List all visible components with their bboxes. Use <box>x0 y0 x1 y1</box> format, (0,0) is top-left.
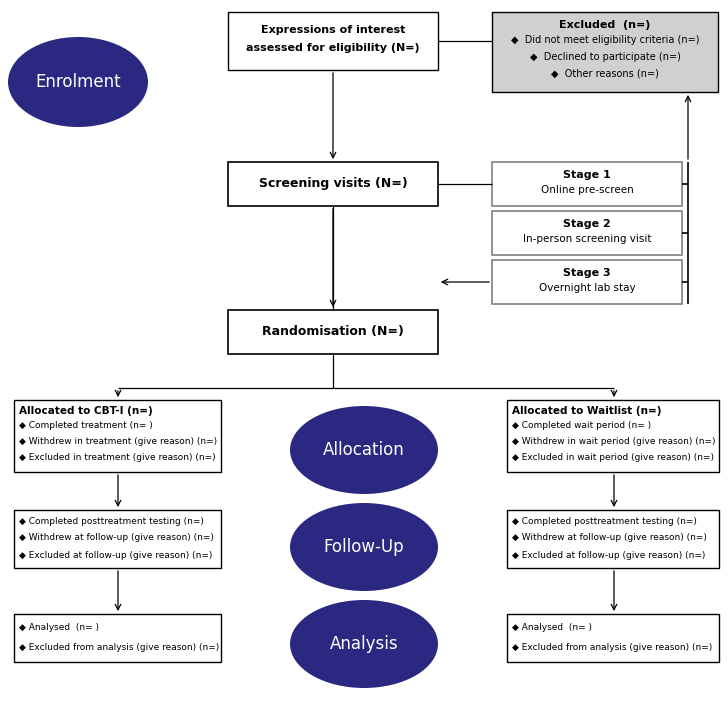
Text: ◆ Completed posttreatment testing (n=): ◆ Completed posttreatment testing (n=) <box>19 516 204 526</box>
Bar <box>14 400 221 472</box>
Text: ◆ Completed treatment (n= ): ◆ Completed treatment (n= ) <box>19 420 153 430</box>
Text: Screening visits (N=): Screening visits (N=) <box>258 178 408 190</box>
Text: ◆ Withdrew at follow-up (give reason) (n=): ◆ Withdrew at follow-up (give reason) (n… <box>512 533 707 543</box>
Text: ◆ Analysed  (n= ): ◆ Analysed (n= ) <box>512 622 592 632</box>
Bar <box>228 310 438 354</box>
Bar <box>492 12 718 92</box>
Text: ◆ Completed wait period (n= ): ◆ Completed wait period (n= ) <box>512 420 651 430</box>
Text: ◆ Withdrew in treatment (give reason) (n=): ◆ Withdrew in treatment (give reason) (n… <box>19 437 217 445</box>
Bar <box>228 12 438 70</box>
Text: Follow-Up: Follow-Up <box>324 538 404 556</box>
Text: In-person screening visit: In-person screening visit <box>523 234 652 244</box>
Text: Enrolment: Enrolment <box>35 73 121 91</box>
Ellipse shape <box>290 503 438 591</box>
Text: ◆ Excluded in treatment (give reason) (n=): ◆ Excluded in treatment (give reason) (n… <box>19 453 215 462</box>
Text: Overnight lab stay: Overnight lab stay <box>539 283 636 293</box>
Bar <box>14 510 221 568</box>
Text: Online pre-screen: Online pre-screen <box>541 185 633 195</box>
Text: ◆ Excluded at follow-up (give reason) (n=): ◆ Excluded at follow-up (give reason) (n… <box>19 551 213 559</box>
Ellipse shape <box>290 600 438 688</box>
Text: Allocated to Waitlist (n=): Allocated to Waitlist (n=) <box>512 406 662 416</box>
Text: Randomisation (N=): Randomisation (N=) <box>262 326 404 339</box>
Bar <box>507 510 719 568</box>
Bar <box>492 211 682 255</box>
Text: ◆  Did not meet eligibility criteria (n=): ◆ Did not meet eligibility criteria (n=) <box>511 35 700 45</box>
Text: Expressions of interest: Expressions of interest <box>261 25 405 35</box>
Text: ◆ Excluded in wait period (give reason) (n=): ◆ Excluded in wait period (give reason) … <box>512 453 714 462</box>
Text: ◆ Completed posttreatment testing (n=): ◆ Completed posttreatment testing (n=) <box>512 516 697 526</box>
Text: Stage 1: Stage 1 <box>563 170 611 180</box>
Text: Allocated to CBT-I (n=): Allocated to CBT-I (n=) <box>19 406 153 416</box>
Text: Stage 3: Stage 3 <box>563 268 611 278</box>
Bar <box>14 614 221 662</box>
Bar <box>507 614 719 662</box>
Text: ◆ Withdrew at follow-up (give reason) (n=): ◆ Withdrew at follow-up (give reason) (n… <box>19 533 214 543</box>
Text: ◆ Excluded at follow-up (give reason) (n=): ◆ Excluded at follow-up (give reason) (n… <box>512 551 705 559</box>
Bar <box>507 400 719 472</box>
Text: ◆  Declined to participate (n=): ◆ Declined to participate (n=) <box>529 52 681 62</box>
Text: Excluded  (n=): Excluded (n=) <box>559 20 651 30</box>
Text: Allocation: Allocation <box>323 441 405 459</box>
Bar <box>492 162 682 206</box>
Text: ◆ Withdrew in wait period (give reason) (n=): ◆ Withdrew in wait period (give reason) … <box>512 437 716 445</box>
Text: ◆  Other reasons (n=): ◆ Other reasons (n=) <box>551 69 659 79</box>
Text: ◆ Excluded from analysis (give reason) (n=): ◆ Excluded from analysis (give reason) (… <box>19 644 219 652</box>
Text: assessed for eligibility (N=): assessed for eligibility (N=) <box>246 43 420 53</box>
Text: ◆ Excluded from analysis (give reason) (n=): ◆ Excluded from analysis (give reason) (… <box>512 644 712 652</box>
Bar <box>492 260 682 304</box>
Text: Stage 2: Stage 2 <box>563 219 611 229</box>
Text: ◆ Analysed  (n= ): ◆ Analysed (n= ) <box>19 622 99 632</box>
Text: Analysis: Analysis <box>330 635 398 653</box>
Bar <box>228 162 438 206</box>
Ellipse shape <box>290 406 438 494</box>
Ellipse shape <box>8 37 148 127</box>
